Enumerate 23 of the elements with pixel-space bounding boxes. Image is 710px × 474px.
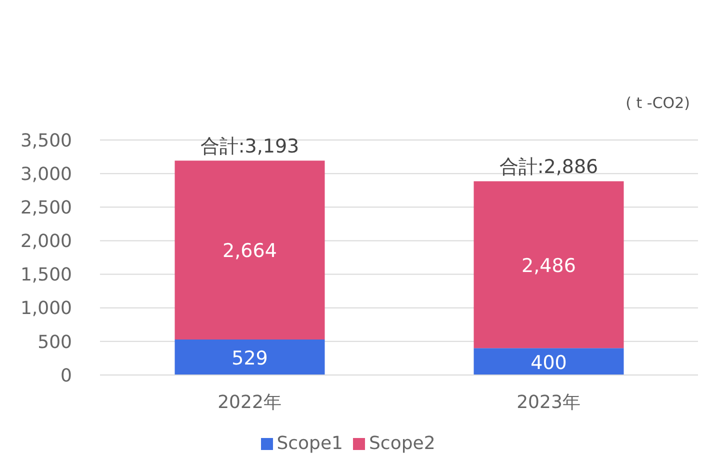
x-tick-label: 2022年 (218, 392, 282, 413)
y-tick-label: 3,000 (20, 164, 72, 185)
legend-label: Scope1 (276, 433, 343, 454)
y-tick-label: 0 (60, 365, 72, 386)
bar (474, 181, 624, 348)
bar (174, 339, 325, 375)
y-tick-label: 500 (38, 332, 72, 353)
data-label: 529 (232, 347, 268, 370)
legend-label: Scope2 (369, 433, 436, 454)
bar (174, 160, 325, 340)
y-tick-label: 1,500 (20, 264, 72, 286)
x-tick-label: 2023年 (516, 392, 580, 413)
total-label: 合計:2,886 (499, 156, 598, 178)
data-label: 2,486 (522, 254, 576, 277)
y-tick-label: 2,500 (20, 198, 72, 219)
data-label: 400 (530, 352, 567, 374)
y-tick-label: 1,000 (20, 298, 72, 320)
y-tick-label: 2,000 (20, 231, 72, 252)
bar (474, 348, 624, 375)
data-label: 2,664 (222, 240, 277, 262)
text: ( t -CO2) (626, 94, 690, 112)
y-tick-label: 3,500 (20, 130, 72, 152)
total-label: 合計:3,193 (200, 136, 300, 158)
